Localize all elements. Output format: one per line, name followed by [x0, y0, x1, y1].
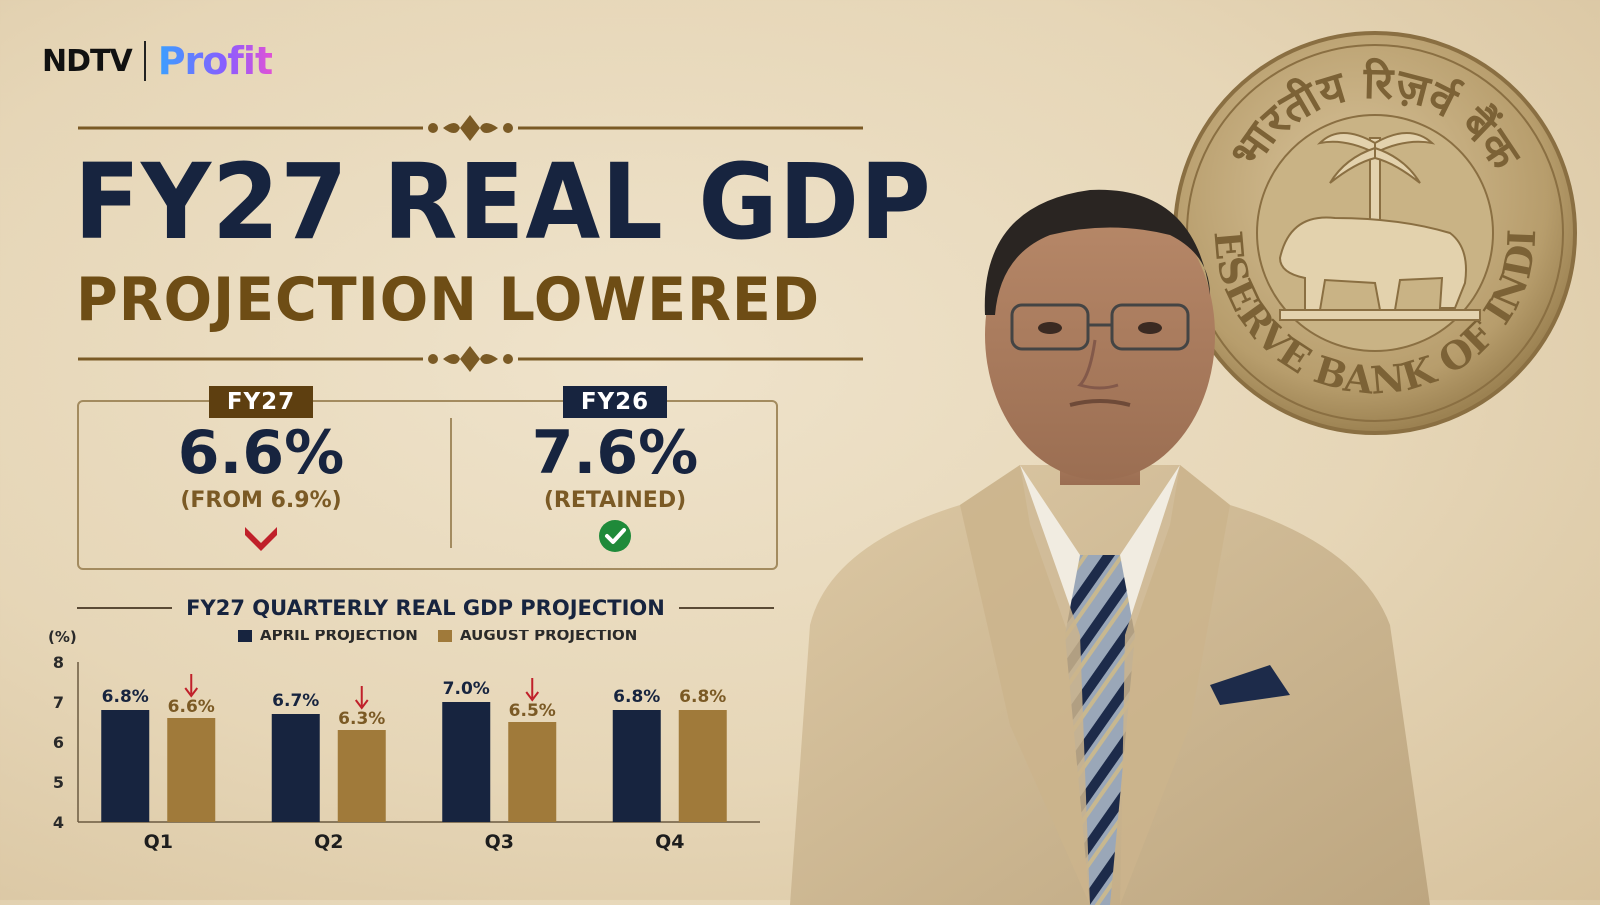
- ornament-divider-top: [78, 115, 863, 141]
- bar-april-q4: [612, 710, 661, 822]
- down-chevron-icon: [245, 527, 277, 551]
- bar-april-q2: [271, 714, 320, 822]
- bar-april-q1: [101, 710, 150, 822]
- chart-title: FY27 QUARTERLY REAL GDP PROJECTION: [186, 596, 665, 620]
- legend-swatch-2: [438, 630, 452, 642]
- y-tick-label: 7: [53, 693, 64, 712]
- data-label: 6.8%: [102, 687, 149, 707]
- data-label: 6.5%: [509, 701, 556, 721]
- kpi-fy27-note: (FROM 6.9%): [180, 488, 342, 513]
- y-axis-label: (%): [48, 630, 77, 646]
- kpi-fy26-tag: FY26: [562, 386, 668, 418]
- data-label: 6.3%: [338, 709, 385, 729]
- brand-logo: NDTV Profit: [42, 38, 273, 84]
- chart-title-rule-right: [678, 607, 774, 609]
- kpi-fy27-value: 6.6%: [177, 418, 345, 488]
- data-label: 6.8%: [679, 687, 726, 707]
- headline-subtitle: PROJECTION LOWERED: [76, 265, 820, 335]
- x-tick-label: Q2: [314, 831, 343, 853]
- brand-ndtv: NDTV: [42, 43, 133, 79]
- check-circle-icon: [599, 520, 631, 552]
- brand-profit: Profit: [157, 39, 273, 83]
- bar-august-q3: [508, 722, 557, 822]
- y-tick-label: 4: [53, 813, 64, 832]
- bar-april-q3: [442, 702, 491, 822]
- bar-august-q1: [167, 718, 216, 822]
- headline-title: FY27 REAL GDP: [74, 141, 932, 263]
- brand-separator: [143, 41, 146, 81]
- legend-swatch-1: [238, 630, 252, 642]
- data-label: 6.7%: [272, 691, 319, 711]
- legend-label-2: AUGUST PROJECTION: [460, 630, 637, 644]
- bar-august-q2: [337, 730, 386, 822]
- kpi-divider: [450, 418, 452, 548]
- ornament-divider-bottom: [78, 346, 863, 372]
- rbi-seal-emblem: भारतीय रिज़र्व बैंक RESERVE BANK OF INDI…: [1170, 18, 1577, 435]
- down-arrow-head: [525, 691, 540, 702]
- data-label: 6.8%: [613, 687, 660, 707]
- x-tick-label: Q1: [144, 831, 173, 853]
- data-label: 7.0%: [443, 679, 490, 699]
- x-tick-label: Q4: [655, 831, 684, 853]
- chart-title-row: FY27 QUARTERLY REAL GDP PROJECTION: [77, 593, 774, 623]
- chart-title-rule-left: [77, 607, 173, 609]
- governor-portrait: [790, 189, 1430, 905]
- kpi-fy26: FY26 7.6% (RETAINED): [485, 386, 745, 557]
- bar-august-q4: [678, 710, 727, 822]
- kpi-panel: [77, 400, 778, 570]
- kpi-fy27-tag: FY27: [208, 386, 314, 418]
- y-tick-label: 5: [53, 773, 64, 792]
- kpi-fy26-note: (RETAINED): [543, 488, 687, 513]
- data-label: 6.6%: [168, 697, 215, 717]
- quarterly-gdp-bar-chart: (%) 4 5 6 7 8 APRIL PROJECTION AUGUST PROJECTIO…: [48, 630, 760, 853]
- legend-label-1: APRIL PROJECTION: [260, 630, 418, 644]
- down-arrow-head: [354, 699, 369, 710]
- y-tick-label: 6: [53, 733, 64, 752]
- kpi-fy26-value: 7.6%: [531, 418, 699, 488]
- kpi-fy27: FY27 6.6% (FROM 6.9%): [131, 386, 391, 557]
- x-tick-label: Q3: [485, 831, 514, 853]
- down-arrow-head: [184, 687, 199, 698]
- y-tick-label: 8: [53, 653, 64, 672]
